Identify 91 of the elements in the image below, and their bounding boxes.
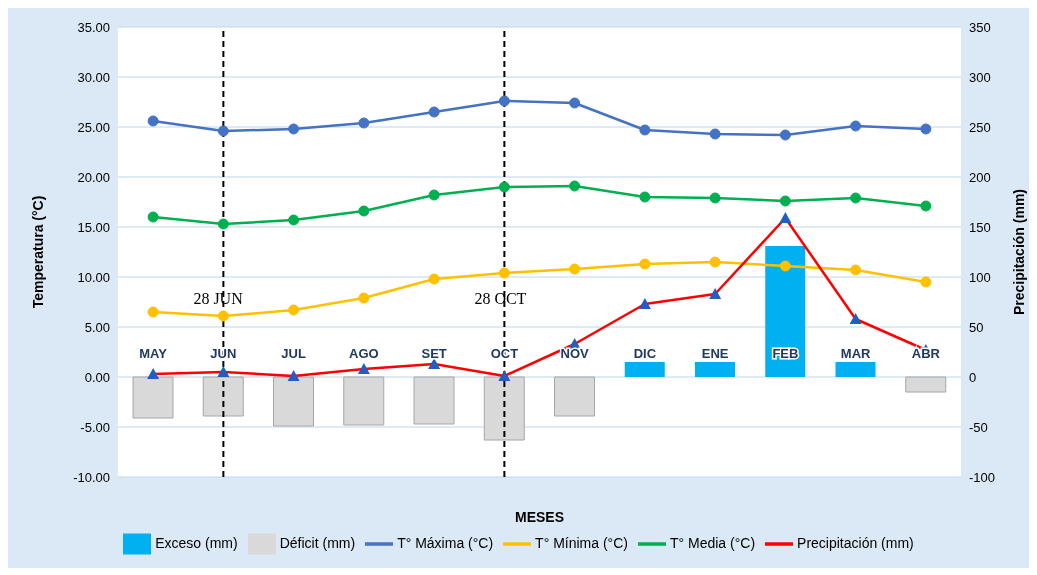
bar xyxy=(905,376,947,393)
point xyxy=(498,267,510,279)
x-tick-label: NOV xyxy=(560,345,590,361)
point xyxy=(920,200,932,212)
ref-line-label: 28 JUN xyxy=(193,289,244,307)
y2-tick-label: 350 xyxy=(969,19,991,35)
y2-tick-label: 100 xyxy=(969,269,991,285)
y2-tick-label: 300 xyxy=(969,69,991,85)
y2-tick-label: -50 xyxy=(969,419,988,435)
x-tick-label: SET xyxy=(421,345,447,361)
point xyxy=(709,192,721,204)
y-tick-label: 20.00 xyxy=(77,169,110,185)
point xyxy=(639,191,651,203)
legend-label: T° Máxima (°C) xyxy=(397,534,494,551)
point xyxy=(288,123,300,135)
x-tick-label: AGO xyxy=(349,345,379,361)
y-tick-label: -10.00 xyxy=(73,469,110,485)
y-tick-label: 5.00 xyxy=(84,319,110,335)
x-tick-label: OCT xyxy=(490,345,519,361)
bar xyxy=(695,362,735,377)
point xyxy=(358,292,370,304)
bar xyxy=(343,376,385,426)
y-tick-label: 10.00 xyxy=(77,269,110,285)
point xyxy=(217,125,229,137)
bar xyxy=(554,376,595,417)
point xyxy=(428,106,440,118)
point xyxy=(358,117,370,129)
x-tick-label: FEB xyxy=(772,345,799,361)
point xyxy=(147,211,159,223)
y-tick-label: -5.00 xyxy=(80,419,110,435)
point xyxy=(639,258,651,270)
bar xyxy=(413,376,455,425)
y2-tick-label: 50 xyxy=(969,319,984,335)
point xyxy=(850,264,862,276)
point xyxy=(498,95,510,107)
x-tick-label: ABR xyxy=(911,345,941,361)
y2-tick-label: 150 xyxy=(969,219,991,235)
y-axis-title: Temperatura (°C) xyxy=(29,195,46,309)
point xyxy=(147,115,159,127)
point xyxy=(569,97,581,109)
bar xyxy=(273,376,314,427)
point xyxy=(428,273,440,285)
point xyxy=(639,124,651,136)
point xyxy=(358,205,370,217)
x-axis-title: MESES xyxy=(514,509,565,525)
point xyxy=(850,120,862,132)
y2-tick-label: -100 xyxy=(969,469,996,485)
point xyxy=(779,260,791,272)
point xyxy=(288,304,300,316)
ref-line-label: 28 OCT xyxy=(474,289,527,307)
x-tick-label: MAR xyxy=(840,345,872,361)
point xyxy=(850,192,862,204)
legend-label: Déficit (mm) xyxy=(279,534,356,551)
point xyxy=(147,306,159,318)
point xyxy=(217,310,229,322)
y-tick-label: 15.00 xyxy=(77,219,110,235)
x-tick-label: JUL xyxy=(281,345,306,361)
y-tick-label: 25.00 xyxy=(77,119,110,135)
point xyxy=(920,123,932,135)
x-tick-label: MAY xyxy=(139,345,168,361)
x-tick-label: ENE xyxy=(701,345,729,361)
y2-axis-title: Precipitación (mm) xyxy=(1010,188,1027,316)
bar xyxy=(624,362,665,377)
point xyxy=(569,180,581,192)
y-tick-label: 30.00 xyxy=(77,69,110,85)
legend-label: Exceso (mm) xyxy=(155,534,238,551)
bar xyxy=(835,362,876,377)
legend-label: Precipitación (mm) xyxy=(797,534,914,551)
legend-label: T° Media (°C) xyxy=(669,534,756,551)
y-tick-label: 0.00 xyxy=(84,369,110,385)
y2-tick-label: 200 xyxy=(969,169,991,185)
point xyxy=(498,181,510,193)
point xyxy=(288,214,300,226)
legend-label: T° Mínima (°C) xyxy=(535,534,628,551)
bar xyxy=(765,246,806,377)
point xyxy=(709,256,721,268)
point xyxy=(920,276,932,288)
bar xyxy=(483,376,525,441)
point xyxy=(428,189,440,201)
point xyxy=(779,195,791,207)
y-tick-label: 35.00 xyxy=(77,19,110,35)
x-tick-label: DIC xyxy=(633,345,657,361)
bar xyxy=(202,376,244,417)
x-tick-label: JUN xyxy=(210,345,237,361)
point xyxy=(709,128,721,140)
y2-tick-label: 250 xyxy=(969,119,991,135)
y2-tick-label: 0 xyxy=(969,369,977,385)
point xyxy=(217,218,229,230)
point xyxy=(569,263,581,275)
bar xyxy=(132,376,174,419)
point xyxy=(779,129,791,141)
